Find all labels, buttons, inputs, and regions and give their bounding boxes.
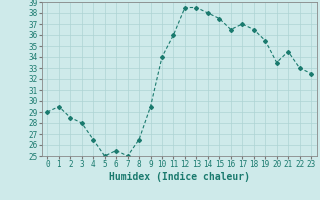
X-axis label: Humidex (Indice chaleur): Humidex (Indice chaleur) xyxy=(109,172,250,182)
